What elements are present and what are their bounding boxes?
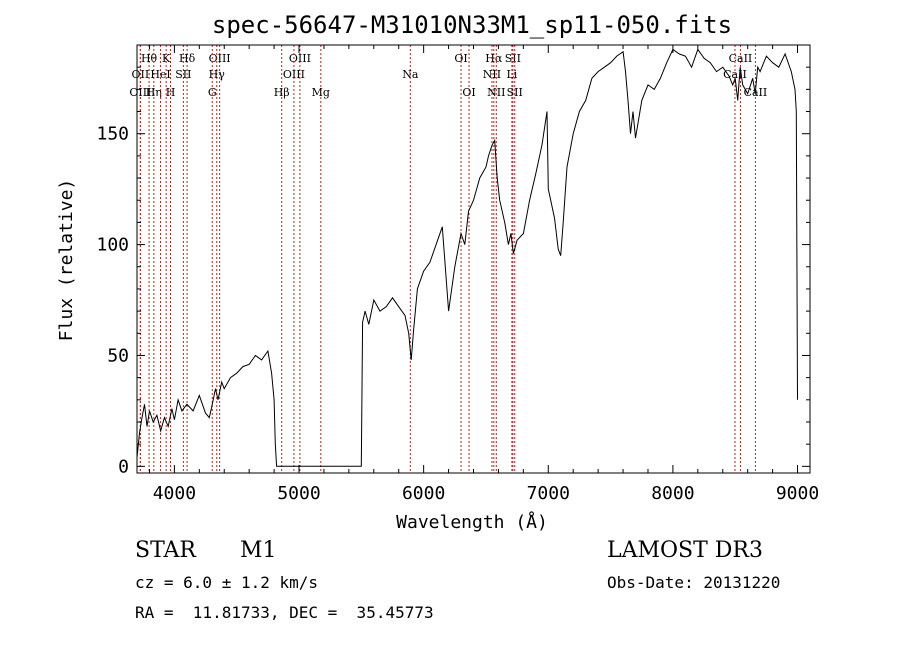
line-label-15: Mg (312, 86, 330, 99)
observation-date: Obs-Date: 20131220 (607, 573, 781, 592)
x-tick-label-4: 8000 (651, 483, 694, 504)
line-label-13: OIII (289, 52, 311, 65)
line-label-6: HeI (150, 68, 170, 81)
coordinates: RA = 11.81733, DEC = 35.45773 (135, 603, 434, 622)
line-label-11: G (208, 86, 217, 99)
x-axis-label: Wavelength (Å) (396, 511, 548, 533)
x-tick-label-1: 5000 (277, 483, 320, 504)
line-label-25: CaII (729, 52, 753, 65)
y-tick-label-2: 100 (96, 235, 129, 256)
y-tick-label-0: 0 (118, 456, 129, 477)
object-class: STAR (135, 538, 196, 563)
y-axis-ticks: 0 50 100 150 (96, 66, 810, 477)
y-axis-label: Flux (relative) (56, 179, 77, 342)
line-label-9: OIII (209, 52, 231, 65)
line-label-20: NII (483, 68, 501, 81)
line-label-18: OI (462, 86, 475, 99)
line-label-19: Hα (485, 52, 503, 65)
y-tick-label-1: 50 (107, 345, 129, 366)
line-label-4: K (162, 52, 171, 65)
line-label-7: SII (175, 68, 191, 81)
line-label-17: OI (454, 52, 467, 65)
x-tick-label-5: 9000 (776, 483, 819, 504)
x-tick-label-2: 6000 (402, 483, 445, 504)
line-label-10: Hγ (209, 68, 226, 81)
x-tick-label-0: 4000 (153, 483, 196, 504)
line-label-14: OIII (283, 68, 305, 81)
x-axis-ticks: 4000 5000 6000 7000 8000 9000 (148, 45, 819, 504)
line-label-16: Na (402, 68, 419, 81)
flux-series-line (136, 48, 798, 467)
survey-name: LAMOST DR3 (607, 538, 763, 563)
line-label-23: Li (506, 68, 517, 81)
line-label-24: SII (507, 86, 523, 99)
y-tick-label-3: 150 (96, 124, 129, 145)
line-label-21: NII (487, 86, 505, 99)
x-tick-label-3: 7000 (527, 483, 570, 504)
line-label-3: Hη (146, 86, 162, 99)
chart-title: spec-56647-M31010N33M1_sp11-050.fits (212, 11, 732, 39)
line-label-8: Hδ (179, 52, 196, 65)
line-label-22: SII (505, 52, 521, 65)
line-label-5: H (166, 86, 176, 99)
line-label-0: Hθ (141, 52, 158, 65)
line-label-12: Hβ (274, 86, 290, 99)
redshift-cz: cz = 6.0 ± 1.2 km/s (135, 573, 319, 592)
object-subclass: M1 (240, 538, 277, 563)
plot-frame (136, 44, 811, 474)
line-label-2: OIII (129, 86, 151, 99)
